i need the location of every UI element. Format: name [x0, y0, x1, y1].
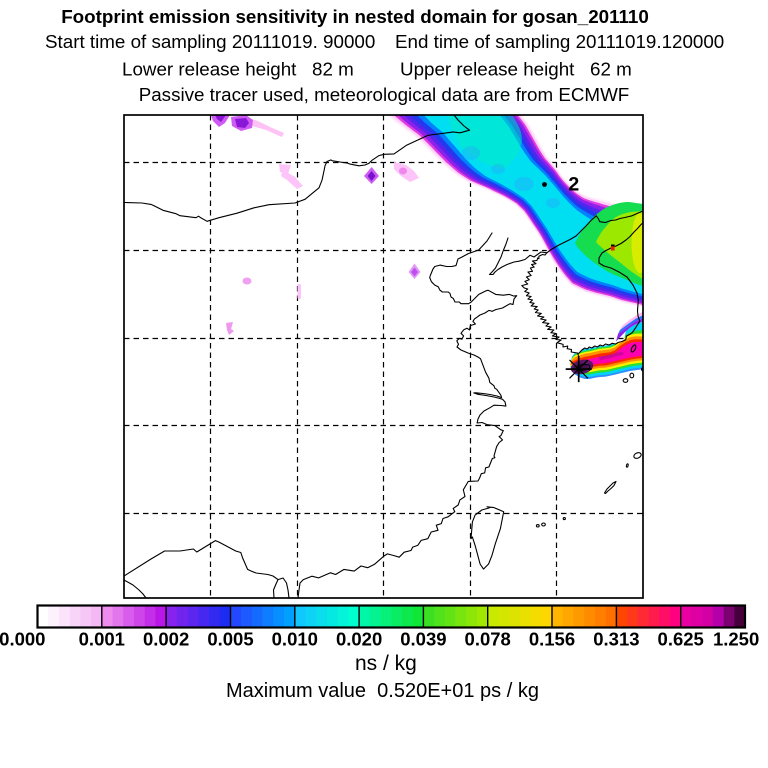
- svg-text:0.625: 0.625: [658, 629, 704, 650]
- svg-text:1.250: 1.250: [713, 629, 759, 650]
- svg-text:Lower release height 82 m: Lower release height 82 m: [122, 59, 354, 80]
- svg-text:0.005: 0.005: [207, 629, 253, 650]
- svg-text:0.156: 0.156: [529, 629, 575, 650]
- svg-text:ns / kg: ns / kg: [355, 652, 417, 675]
- svg-text:0.000: 0.000: [0, 629, 45, 650]
- svg-text:Maximum value 0.520E+01 ps /: Maximum value 0.520E+01 ps / kg: [226, 680, 539, 702]
- svg-text:Start time of sampling 2011101: Start time of sampling 20111019. 90000: [45, 31, 375, 52]
- svg-text:0.313: 0.313: [593, 629, 639, 650]
- svg-text:Footprint emission sensitivity: Footprint emission sensitivity in nested…: [61, 6, 649, 27]
- svg-text:0.078: 0.078: [465, 629, 511, 650]
- svg-text:0.039: 0.039: [400, 629, 446, 650]
- svg-text:0.002: 0.002: [143, 629, 189, 650]
- svg-text:0.010: 0.010: [272, 629, 318, 650]
- svg-text:Upper release height 62 m: Upper release height 62 m: [400, 59, 632, 80]
- svg-text:End time of sampling 20111019.: End time of sampling 20111019.120000: [395, 31, 724, 52]
- svg-text:0.020: 0.020: [336, 629, 382, 650]
- svg-text:0.001: 0.001: [79, 629, 125, 650]
- svg-text:Passive tracer used, meteorolo: Passive tracer used, meteorological data…: [139, 84, 630, 105]
- svg-text:2: 2: [568, 174, 579, 196]
